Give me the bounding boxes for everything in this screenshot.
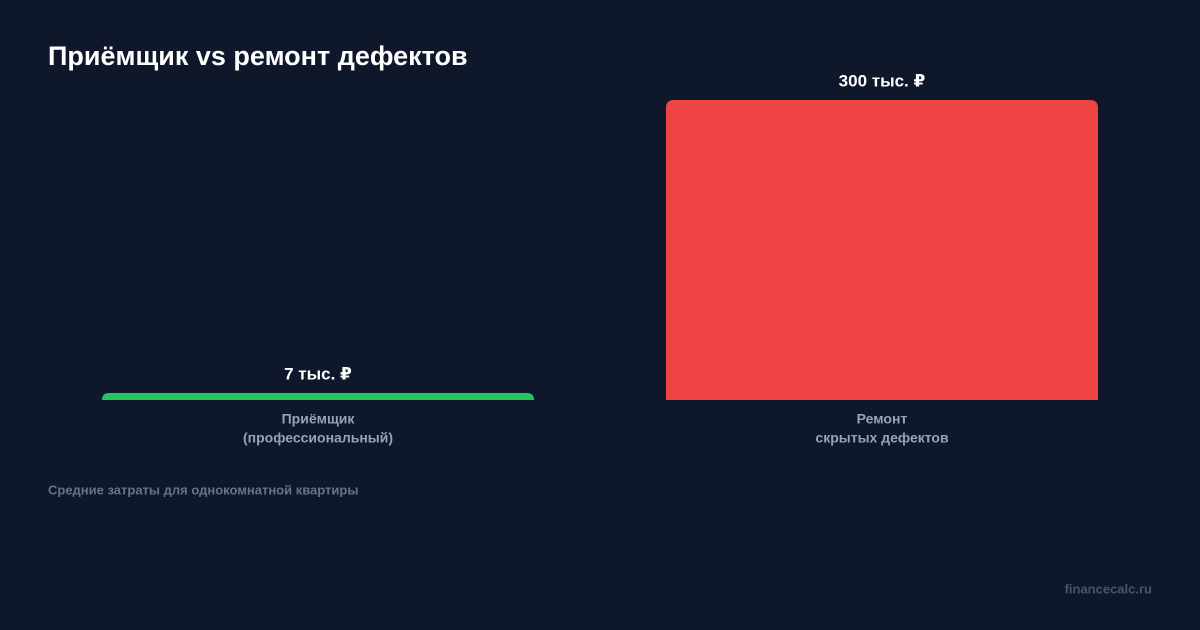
- x-tick-label: Ремонт: [857, 411, 908, 427]
- value-label: 300 тыс. ₽: [839, 71, 926, 90]
- chart-title: Приёмщик vs ремонт дефектов: [48, 41, 468, 71]
- x-tick-label: скрытых дефектов: [815, 430, 949, 446]
- bar: [665, 100, 1099, 400]
- bar: [101, 393, 535, 400]
- footnote: Средние затраты для однокомнатной кварти…: [48, 482, 358, 497]
- value-label: 7 тыс. ₽: [284, 364, 352, 383]
- watermark: financecalc.ru: [1065, 581, 1152, 596]
- x-tick-label: (профессиональный): [243, 430, 393, 446]
- x-tick-label: Приёмщик: [282, 411, 356, 427]
